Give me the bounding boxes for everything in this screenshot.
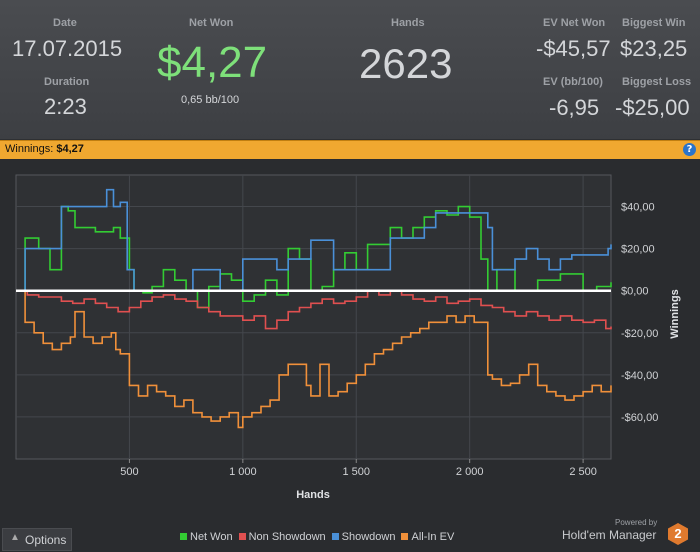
- x-axis-label: Hands: [296, 489, 330, 501]
- legend-label: Net Won: [190, 531, 233, 543]
- series-lines: [16, 188, 612, 429]
- winnings-value: $4,27: [56, 143, 84, 155]
- date-value: 17.07.2015: [12, 36, 123, 61]
- date-label: Date: [53, 17, 77, 29]
- hands-value: 2623: [359, 40, 453, 87]
- duration-label: Duration: [44, 76, 90, 88]
- legend-swatch: [238, 533, 246, 540]
- winnings-chart: 500 1 000 1 500 2 000 2 500 $40,00 $20,00 $0,0…: [15, 174, 681, 501]
- options-label: Options: [25, 533, 67, 547]
- branding: Powered by Hold'em Manager 2: [560, 518, 700, 552]
- legend-label: Non Showdown: [248, 531, 326, 543]
- y-tick-label: -$40,00: [621, 370, 658, 382]
- x-tick-label: 1 500: [342, 466, 370, 478]
- y-tick-label: $20,00: [621, 244, 655, 256]
- hm2-logo-icon: 2: [668, 523, 688, 545]
- net-won-value: $4,27: [157, 38, 268, 87]
- hands-label: Hands: [391, 17, 425, 29]
- legend-item[interactable]: All-In EV: [401, 531, 454, 543]
- powered-by-text: Powered by: [615, 518, 658, 527]
- chart-panel: 500 1 000 1 500 2 000 2 500 $40,00 $20,00 $0,0…: [0, 159, 700, 552]
- plot-area: [15, 174, 612, 460]
- winnings-banner: Winnings: $4,27 ?: [0, 140, 700, 160]
- series-line-net-won: [16, 205, 612, 309]
- x-tick-label: 500: [120, 466, 138, 478]
- stats-panel: Date 17.07.2015 Duration 2:23 Net Won $4…: [0, 0, 700, 139]
- series-line-showdown: [16, 188, 612, 292]
- series-line-all-in-ev: [16, 289, 612, 429]
- y-axis-label: Winnings: [669, 289, 681, 338]
- brand-name: Hold'em Manager: [562, 528, 657, 542]
- duration-value: 2:23: [44, 94, 87, 119]
- x-axis-ticks: 500 1 000 1 500 2 000 2 500: [120, 459, 597, 478]
- x-tick-label: 1 000: [229, 466, 257, 478]
- legend-swatch: [401, 533, 409, 540]
- x-tick-label: 2 000: [456, 466, 484, 478]
- winnings-caption: Winnings:: [5, 143, 54, 155]
- bb-per-100: 0,65 bb/100: [181, 94, 240, 106]
- legend-item[interactable]: Non Showdown: [238, 531, 326, 543]
- biggest-win-label: Biggest Win: [622, 17, 686, 29]
- y-tick-label: -$20,00: [621, 328, 658, 340]
- net-won-label: Net Won: [189, 17, 234, 29]
- legend: Net Won Non Showdown Showdown All-In EV: [180, 531, 460, 543]
- legend-label: Showdown: [341, 531, 396, 543]
- x-tick-label: 2 500: [569, 466, 597, 478]
- series-line-non-showdown: [16, 289, 612, 330]
- question-icon[interactable]: ?: [683, 143, 696, 156]
- ev-bb-label: EV (bb/100): [543, 76, 603, 88]
- legend-swatch: [331, 533, 339, 540]
- ev-net-won-label: EV Net Won: [543, 17, 606, 29]
- legend-swatch: [180, 533, 187, 540]
- legend-item[interactable]: Showdown: [331, 531, 396, 543]
- y-axis-ticks: $40,00 $20,00 $0,00 -$20,00 -$40,00 -$60,00: [621, 202, 658, 424]
- chevron-up-icon: ▲: [10, 532, 20, 543]
- y-tick-label: $0,00: [621, 286, 649, 298]
- y-tick-label: -$60,00: [621, 412, 658, 424]
- biggest-loss-label: Biggest Loss: [622, 76, 692, 88]
- legend-item[interactable]: Net Won: [180, 531, 233, 543]
- biggest-loss-value: -$25,00: [615, 95, 690, 120]
- ev-net-won-value: -$45,57: [536, 36, 611, 61]
- ev-bb-value: -6,95: [549, 95, 600, 120]
- options-button[interactable]: ▲ Options: [2, 528, 72, 551]
- legend-label: All-In EV: [411, 531, 455, 543]
- winnings-label: Winnings: $4,27: [5, 143, 84, 155]
- y-tick-label: $40,00: [621, 202, 655, 214]
- biggest-win-value: $23,25: [620, 36, 688, 61]
